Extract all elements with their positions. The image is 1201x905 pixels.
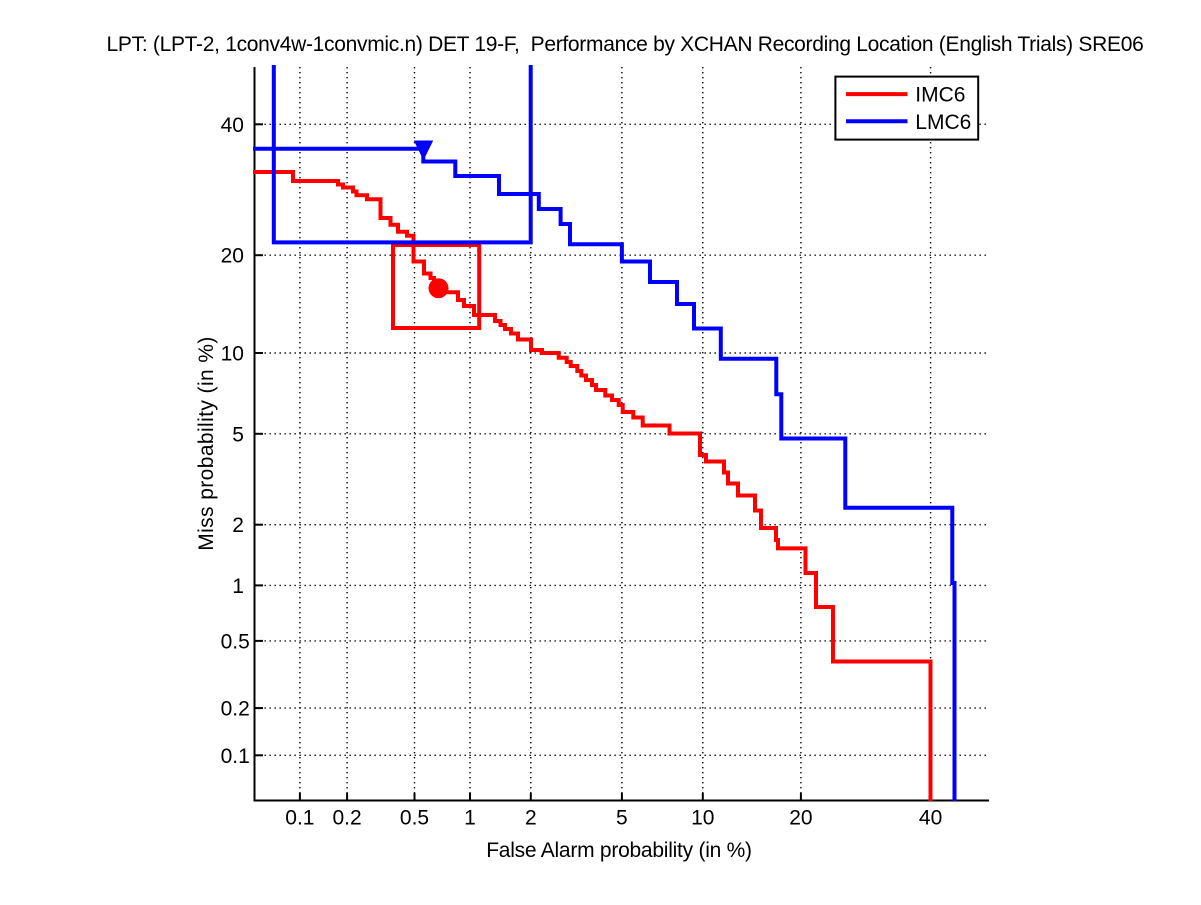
svg-text:0.5: 0.5 [400, 807, 429, 830]
svg-text:0.2: 0.2 [221, 698, 250, 721]
svg-text:LMC6: LMC6 [915, 111, 971, 134]
svg-text:1: 1 [464, 807, 476, 830]
svg-text:IMC6: IMC6 [915, 84, 965, 107]
svg-text:10: 10 [691, 807, 714, 830]
svg-text:0.1: 0.1 [285, 807, 314, 830]
svg-text:40: 40 [221, 114, 244, 137]
svg-text:5: 5 [616, 807, 628, 830]
svg-text:20: 20 [789, 807, 812, 830]
svg-text:0.1: 0.1 [221, 745, 250, 768]
svg-text:Miss probability (in %): Miss probability (in %) [195, 336, 218, 551]
svg-text:10: 10 [221, 343, 244, 366]
svg-text:2: 2 [232, 514, 244, 537]
svg-text:1: 1 [232, 575, 244, 598]
svg-text:2: 2 [525, 807, 537, 830]
svg-text:LPT: (LPT-2, 1conv4w-1convmic.: LPT: (LPT-2, 1conv4w-1convmic.n) DET 19-… [107, 33, 1144, 56]
svg-text:0.5: 0.5 [221, 630, 250, 653]
svg-text:False Alarm probability (in %): False Alarm probability (in %) [486, 839, 752, 862]
svg-text:0.2: 0.2 [332, 807, 361, 830]
svg-text:5: 5 [232, 423, 244, 446]
svg-text:40: 40 [919, 807, 942, 830]
svg-text:20: 20 [221, 245, 244, 268]
